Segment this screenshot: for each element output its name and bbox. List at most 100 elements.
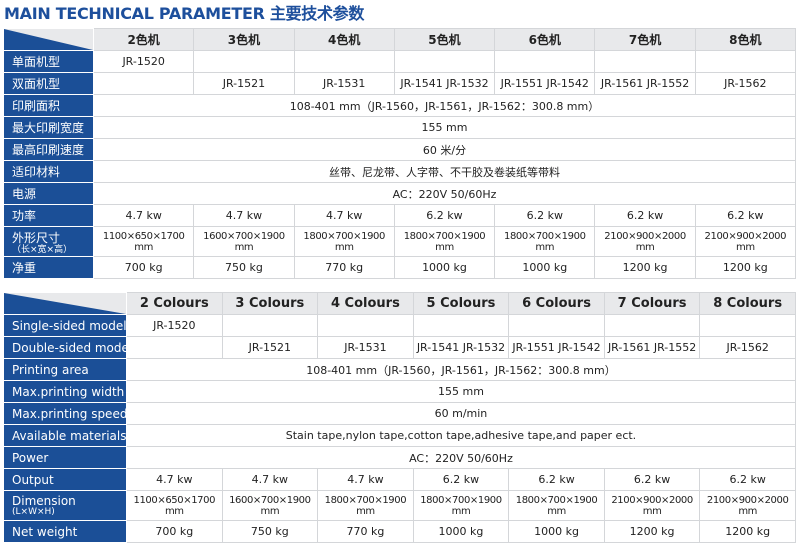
table-row: Printing area 108-401 mm（JR-1560，JR-1561，… xyxy=(3,358,796,381)
table-cell: 770 kg xyxy=(317,520,414,543)
row-label-text: 双面机型 xyxy=(12,77,61,91)
table-cell xyxy=(193,50,295,73)
table-cell xyxy=(221,314,319,337)
table-row: Max.printing width 155 mm xyxy=(3,380,796,403)
table-cell: 1800×700×1900 mm xyxy=(494,226,596,257)
column-header: 3色机 xyxy=(193,28,295,51)
table-cell xyxy=(699,314,796,337)
column-header: 5色机 xyxy=(393,28,496,51)
row-label-text: 印刷面积 xyxy=(12,99,61,113)
row-label: 适印材料 xyxy=(3,160,94,183)
row-label: Available materials xyxy=(3,424,127,447)
table-cell: 1200 kg xyxy=(603,520,701,543)
table-row: 双面机型 JR-1521 JR-1531 JR-1541 JR-1532 JR-1551… xyxy=(3,72,796,95)
row-label-text: 功率 xyxy=(12,209,37,223)
column-header: 6色机 xyxy=(494,28,596,51)
table-cell: 1800×700×1900 mm xyxy=(393,226,496,257)
row-label: 功率 xyxy=(3,204,94,227)
row-sublabel: （长×宽×高） xyxy=(12,244,73,255)
row-label: Max.printing width xyxy=(3,380,127,403)
row-label-text: Double-sided model xyxy=(12,340,127,355)
row-label-text: Max.printing speed xyxy=(12,406,127,421)
row-label: 外形尺寸 （长×宽×高） xyxy=(3,226,94,257)
table-cell: 1000 kg xyxy=(494,256,596,279)
row-sublabel: (L×W×H) xyxy=(12,507,55,517)
table-row: 最大印刷宽度 155 mm xyxy=(3,116,796,139)
table-cell xyxy=(508,314,605,337)
column-header: 4 Colours xyxy=(317,292,414,315)
table-cell: JR-1562 xyxy=(699,336,796,359)
table-cell: 6.2 kw xyxy=(393,204,496,227)
column-header: 4色机 xyxy=(293,28,395,51)
table-cell: 1800×700×1900 mm xyxy=(412,490,510,521)
table-cell: 2100×900×2000 mm xyxy=(699,490,796,521)
table-cell: 1000 kg xyxy=(412,520,510,543)
row-label: 双面机型 xyxy=(3,72,94,95)
header-row: 2色机 3色机 4色机 5色机 6色机 7色机 8色机 xyxy=(3,28,796,51)
table-cell: 6.2 kw xyxy=(699,468,796,491)
table-cell: 1000 kg xyxy=(393,256,496,279)
table-cell: 1800×700×1900 mm xyxy=(317,490,414,521)
row-label: 净重 xyxy=(3,256,94,279)
table-cell: 1200 kg xyxy=(594,256,696,279)
spanning-cell: AC：220V 50/60Hz xyxy=(126,446,796,469)
table-cell: 6.2 kw xyxy=(494,204,596,227)
column-header: 3 Colours xyxy=(221,292,319,315)
table-row: 适印材料 丝带、尼龙带、人字带、不干胶及卷装纸等带料 xyxy=(3,160,796,183)
row-label-text: 电源 xyxy=(12,187,37,201)
column-header: 7色机 xyxy=(594,28,696,51)
column-header: 8 Colours xyxy=(699,292,796,315)
table-row: Max.printing speed 60 m/min xyxy=(3,402,796,425)
row-label-text: Output xyxy=(12,472,54,487)
table-cell: JR-1561 JR-1552 xyxy=(594,72,696,95)
table-row: 单面机型 JR-1520 xyxy=(3,50,796,73)
table-row: Net weight 700 kg 750 kg 770 kg 1000 kg 1000 … xyxy=(3,520,796,543)
table-cell: 750 kg xyxy=(193,256,295,279)
spanning-cell: Stain tape,nylon tape,cotton tape,adhesi… xyxy=(126,424,796,447)
table-cell xyxy=(293,50,395,73)
row-label: Output xyxy=(3,468,127,491)
header-row: 2 Colours 3 Colours 4 Colours 5 Colours 6 Co… xyxy=(3,292,796,315)
table-cell xyxy=(494,50,596,73)
table-cell: 1600×700×1900 mm xyxy=(193,226,295,257)
row-label-text: 单面机型 xyxy=(12,55,61,69)
row-label: 最高印刷速度 xyxy=(3,138,94,161)
diagonal-divider xyxy=(6,293,126,314)
corner-cell xyxy=(3,292,127,315)
table-cell xyxy=(412,314,510,337)
table-cell: 1800×700×1900 mm xyxy=(293,226,395,257)
table-cell: 4.7 kw xyxy=(193,204,295,227)
row-label-text: 最大印刷宽度 xyxy=(12,121,85,135)
row-label: Printing area xyxy=(3,358,127,381)
table-cell: 6.2 kw xyxy=(412,468,510,491)
spanning-cell: AC：220V 50/60Hz xyxy=(93,182,796,205)
table-cell: 6.2 kw xyxy=(603,468,701,491)
table-cell: 1800×700×1900 mm xyxy=(508,490,605,521)
table-row: Dimension (L×W×H) 1100×650×1700 mm 1600×700… xyxy=(3,490,796,521)
row-label-text: Max.printing width xyxy=(12,384,125,399)
table-cell: JR-1562 xyxy=(694,72,796,95)
column-header: 8色机 xyxy=(694,28,796,51)
table-cell: JR-1551 JR-1542 xyxy=(494,72,596,95)
column-header: 5 Colours xyxy=(412,292,510,315)
row-label: 印刷面积 xyxy=(3,94,94,117)
table-cell: 4.7 kw xyxy=(317,468,414,491)
corner-cell xyxy=(3,28,94,51)
table-cell: JR-1521 xyxy=(193,72,295,95)
table-row: 净重 700 kg 750 kg 770 kg 1000 kg 1000 kg 1200 k… xyxy=(3,256,796,279)
row-label: Net weight xyxy=(3,520,127,543)
table-cell: 1200 kg xyxy=(694,256,796,279)
table-cell: JR-1531 xyxy=(293,72,395,95)
table-row: 最高印刷速度 60 米/分 xyxy=(3,138,796,161)
table-row: 电源 AC：220V 50/60Hz xyxy=(3,182,796,205)
table-cell: 4.7 kw xyxy=(221,468,319,491)
row-label: 电源 xyxy=(3,182,94,205)
row-label: Max.printing speed xyxy=(3,402,127,425)
table-cell: 1100×650×1700 mm xyxy=(126,490,223,521)
row-label-text: 外形尺寸 xyxy=(12,230,61,245)
table-cell: JR-1521 xyxy=(221,336,319,359)
table-cell: JR-1541 JR-1532 xyxy=(393,72,496,95)
row-label: Double-sided model xyxy=(3,336,127,359)
row-label-text: Single-sided model xyxy=(12,318,127,333)
table-row: 印刷面积 108-401 mm（JR-1560，JR-1561，JR-1562：3… xyxy=(3,94,796,117)
